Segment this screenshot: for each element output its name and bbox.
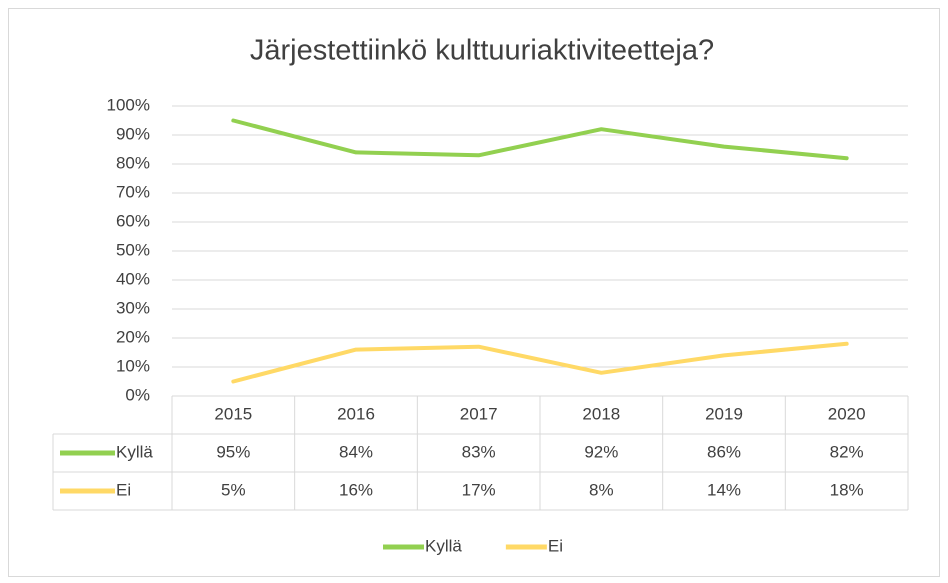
legend-label: Ei [548, 536, 563, 555]
series-line [231, 341, 849, 384]
table-value: 82% [830, 442, 864, 461]
y-tick-label: 60% [116, 211, 150, 230]
table-value: 18% [830, 480, 864, 499]
table-series-name: Kyllä [116, 442, 153, 461]
y-tick-label: 80% [116, 153, 150, 172]
y-tick-label: 20% [116, 327, 150, 346]
table-value: 17% [462, 480, 496, 499]
x-tick-label: 2019 [705, 404, 743, 423]
table-value: 8% [589, 480, 614, 499]
series-line [231, 118, 849, 161]
y-tick-label: 90% [116, 124, 150, 143]
y-tick-label: 30% [116, 298, 150, 317]
table-value: 86% [707, 442, 741, 461]
chart-title: Järjestettiinkö kulttuuriaktiviteetteja? [250, 35, 714, 67]
x-tick-label: 2016 [337, 404, 375, 423]
table-series-name: Ei [116, 480, 131, 499]
x-tick-label: 2015 [214, 404, 252, 423]
table-value: 95% [216, 442, 250, 461]
table-value: 5% [221, 480, 246, 499]
y-tick-label: 10% [116, 356, 150, 375]
table-value: 84% [339, 442, 373, 461]
table-value: 16% [339, 480, 373, 499]
y-tick-label: 100% [107, 95, 150, 114]
x-tick-label: 2017 [460, 404, 498, 423]
table-value: 92% [584, 442, 618, 461]
chart-border [8, 8, 940, 577]
table-value: 83% [462, 442, 496, 461]
y-tick-label: 70% [116, 182, 150, 201]
y-tick-label: 0% [125, 385, 150, 404]
y-tick-label: 40% [116, 269, 150, 288]
y-tick-label: 50% [116, 240, 150, 259]
x-tick-label: 2020 [828, 404, 866, 423]
table-value: 14% [707, 480, 741, 499]
legend-label: Kyllä [425, 536, 462, 555]
x-tick-label: 2018 [582, 404, 620, 423]
